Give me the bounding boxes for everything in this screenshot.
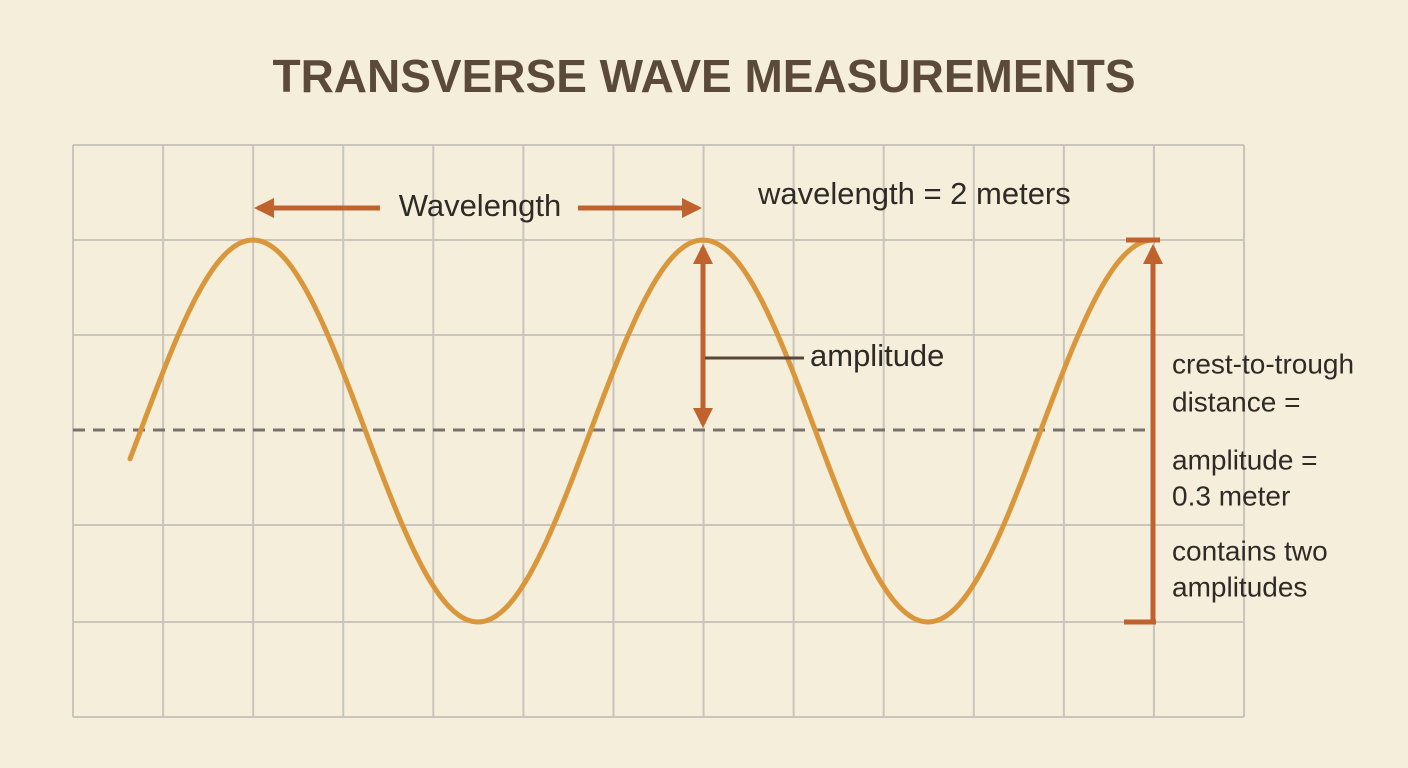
title: TRANSVERSE WAVE MEASUREMENTS: [272, 50, 1135, 102]
side-note: amplitudes: [1172, 571, 1307, 602]
amplitude-label: amplitude: [810, 338, 944, 373]
wavelength-value: wavelength = 2 meters: [757, 176, 1071, 211]
wavelength-label: Wavelength: [399, 188, 562, 223]
side-note: amplitude =: [1172, 444, 1318, 475]
side-note: contains two: [1172, 535, 1328, 566]
side-note: 0.3 meter: [1172, 480, 1290, 511]
side-note: distance =: [1172, 386, 1300, 417]
side-note: crest-to-trough: [1172, 348, 1354, 379]
side-notes: crest-to-trough distance = amplitude = 0.3 …: [1172, 348, 1354, 602]
wave: [127, 237, 1156, 625]
annotation-arrows: [254, 198, 1163, 625]
